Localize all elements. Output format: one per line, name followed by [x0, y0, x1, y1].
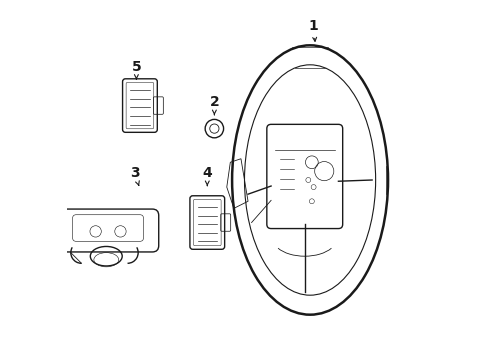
Text: 2: 2 [209, 95, 219, 114]
Text: 3: 3 [129, 166, 139, 185]
Text: 4: 4 [202, 166, 212, 185]
Text: 5: 5 [131, 59, 141, 79]
Text: 1: 1 [308, 19, 318, 41]
